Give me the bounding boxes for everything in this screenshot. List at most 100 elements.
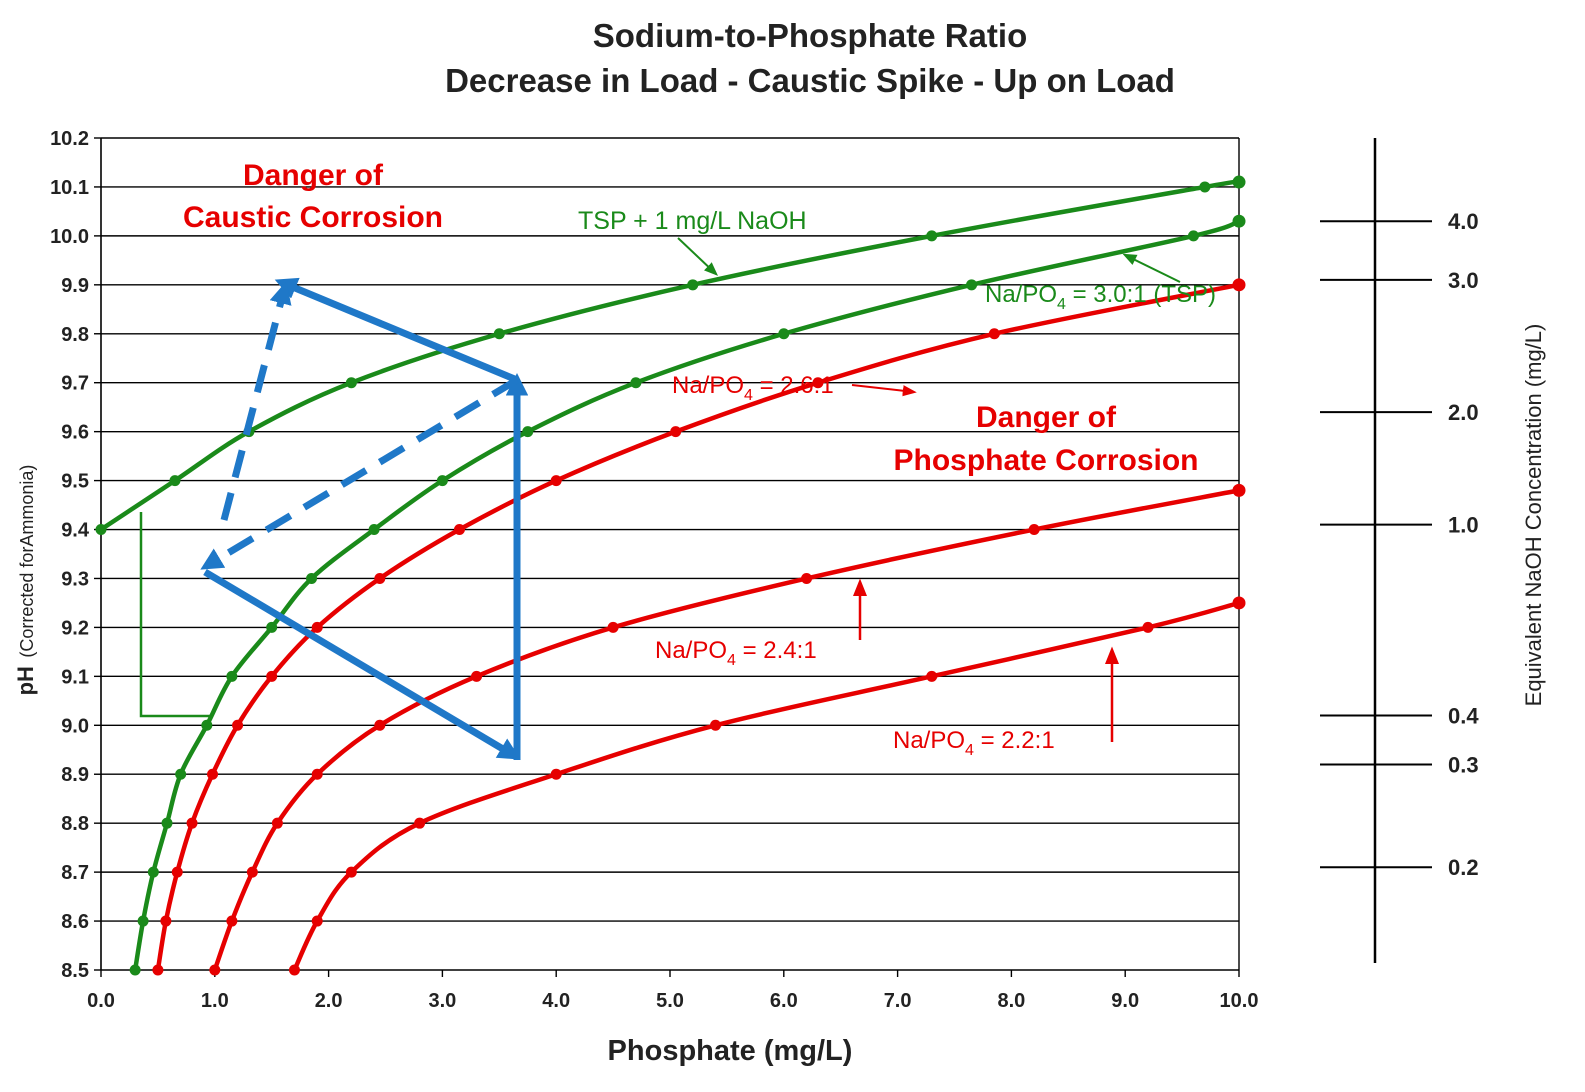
naoh-tick-label: 0.3 — [1448, 752, 1479, 777]
series-2-point — [374, 572, 386, 584]
series-1-point — [161, 817, 173, 829]
series-1-point — [778, 328, 790, 340]
series-line-3 — [212, 488, 1240, 971]
tsp-naoh-pointer — [677, 237, 719, 276]
ratio-22-value: = 2.2:1 — [974, 727, 1055, 754]
y-tick-label: 9.4 — [61, 520, 90, 542]
x-tick-label: 3.0 — [428, 990, 456, 1012]
ratio-24-text: Na/PO — [655, 637, 727, 664]
series-2-point — [453, 524, 465, 536]
series-1-point — [175, 768, 187, 780]
y-tick-label: 9.5 — [61, 471, 89, 493]
y-tick-label: 8.9 — [61, 764, 89, 786]
series-3-point — [471, 670, 483, 682]
series-0-point — [493, 328, 505, 340]
series-line-4 — [292, 600, 1240, 971]
ratio-30-label: Na/PO4 = 3.0:1 (TSP) — [985, 281, 1216, 313]
caustic-corrosion-label-line1: Danger of — [243, 159, 384, 192]
series-0-point — [687, 279, 699, 291]
series-0-point — [926, 230, 938, 242]
series-0-point — [1232, 175, 1246, 189]
series-4-point — [550, 768, 562, 780]
x-tick-label: 5.0 — [656, 990, 684, 1012]
x-tick-label: 8.0 — [997, 990, 1025, 1012]
series-1-point — [306, 572, 318, 584]
series-3-point — [311, 768, 323, 780]
ratio-30-text: Na/PO — [985, 281, 1057, 308]
y-tick-label: 8.7 — [61, 862, 89, 884]
x-tick-label: 4.0 — [542, 990, 570, 1012]
series-1-point — [226, 670, 238, 682]
x-tick-labels: 0.0 1.0 2.0 3.0 4.0 5.0 6.0 7.0 8.0 9.0 10.0 — [87, 990, 1258, 1012]
ratio-26-text: Na/PO — [672, 372, 744, 399]
phosphate-corrosion-label-line2: Phosphate Corrosion — [893, 444, 1198, 477]
y-tick-label: 9.8 — [61, 324, 89, 346]
series-2-point — [1232, 278, 1246, 292]
blue-dashed-arrow-left — [200, 376, 519, 570]
series-1-point — [522, 426, 534, 438]
ratio-24-label: Na/PO4 = 2.4:1 — [655, 637, 817, 669]
x-tick-label: 2.0 — [315, 990, 343, 1012]
series-0-point — [169, 475, 181, 487]
y-tick-label: 10.0 — [50, 226, 89, 248]
series-2-point — [266, 670, 278, 682]
series-2-point — [550, 475, 562, 487]
x-tick-label: 7.0 — [884, 990, 912, 1012]
x-axis-label: Phosphate (mg/L) — [608, 1035, 853, 1067]
x-tick-label: 0.0 — [87, 990, 115, 1012]
ratio-30-sub: 4 — [1057, 296, 1066, 313]
series-1-point — [1232, 214, 1246, 228]
series-4-point — [1142, 621, 1154, 633]
series-2-point — [171, 866, 183, 878]
series-2-point — [207, 768, 219, 780]
ratio-30-value: = 3.0:1 (TSP) — [1066, 281, 1216, 308]
x-tick-label: 9.0 — [1111, 990, 1139, 1012]
series-2-point — [160, 915, 172, 927]
series-1-point — [368, 524, 380, 536]
ratio-26-label: Na/PO4 = 2.6:1 — [672, 372, 834, 404]
series-3-point — [209, 964, 221, 976]
series-0-point — [1199, 181, 1211, 193]
y-tick-label: 9.0 — [61, 715, 89, 737]
naoh-tick-label: 1.0 — [1448, 513, 1479, 538]
y-tick-label: 8.6 — [61, 911, 89, 933]
caustic-corrosion-label-line2: Caustic Corrosion — [183, 201, 443, 234]
tsp-naoh-label: TSP + 1 mg/L NaOH — [578, 207, 807, 235]
ratio-30-pointer — [1122, 253, 1181, 283]
x-tick-label: 6.0 — [770, 990, 798, 1012]
series-1-point — [630, 377, 642, 389]
series-3-point — [246, 866, 258, 878]
ratio-26-value: = 2.6:1 — [753, 372, 834, 399]
series-4-point — [1232, 596, 1246, 610]
blue-arrow-down-left-upper — [203, 568, 521, 760]
series-3-point — [271, 817, 283, 829]
ratio-22-label: Na/PO4 = 2.2:1 — [893, 727, 1055, 759]
naoh-tick-label: 0.4 — [1448, 704, 1479, 729]
naoh-scale-ticks: 4.0 3.0 2.0 1.0 0.4 0.3 0.2 — [1320, 209, 1479, 880]
series-4-point — [414, 817, 426, 829]
phosphate-corrosion-label-line1: Danger of — [976, 401, 1117, 434]
series-1-point — [129, 964, 141, 976]
series-2-point — [311, 621, 323, 633]
y-axis-label-main: pH — [13, 666, 38, 695]
chart-title-line2: Decrease in Load - Caustic Spike - Up on… — [445, 62, 1175, 99]
y-tick-label: 9.2 — [61, 617, 89, 639]
series-3-point — [1028, 524, 1040, 536]
y2-axis-label: Equivalent NaOH Concentration (mg/L) — [1521, 324, 1546, 707]
series-4-point — [345, 866, 357, 878]
ratio-22-text: Na/PO — [893, 727, 965, 754]
series-3-point — [226, 915, 238, 927]
naoh-tick-label: 2.0 — [1448, 400, 1479, 425]
series-4-point — [710, 719, 722, 731]
blue-dashed-arrow-up — [220, 281, 292, 521]
series-1-point — [201, 719, 213, 731]
series-2-point — [186, 817, 198, 829]
series-4-point — [311, 915, 323, 927]
y-tick-labels: 10.2 10.1 10.0 9.9 9.8 9.7 9.6 9.5 9.4 9.3 9.2 9.1 9… — [50, 128, 90, 982]
series-0-point — [345, 377, 357, 389]
series-2-point — [232, 719, 244, 731]
y-tick-label: 10.1 — [50, 177, 89, 199]
series-3-point — [1232, 483, 1246, 497]
y-tick-label: 8.8 — [61, 813, 89, 835]
series-2-point — [670, 426, 682, 438]
